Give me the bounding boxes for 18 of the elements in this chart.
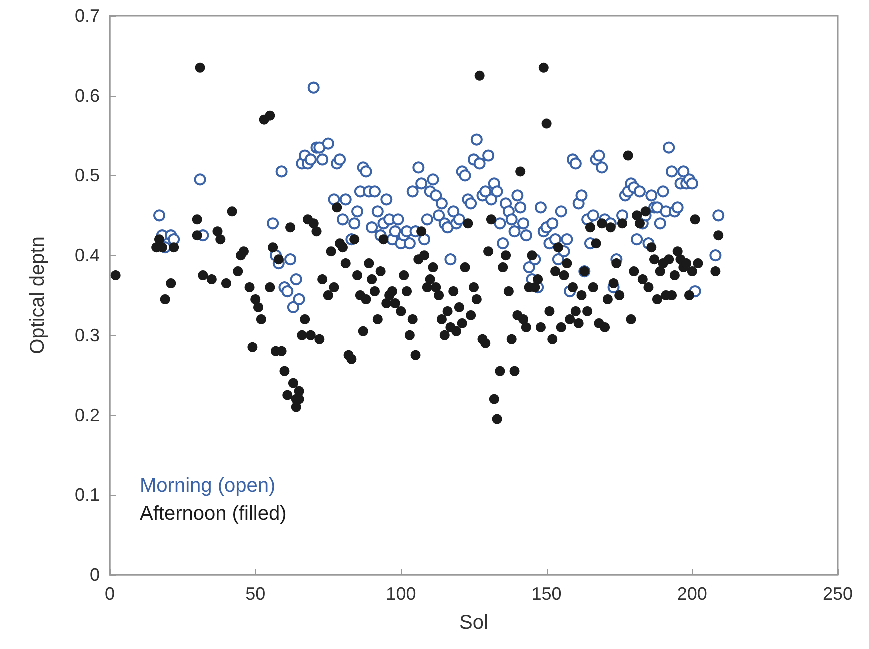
x-tick-label: 100 — [386, 584, 416, 604]
y-tick-label: 0.2 — [74, 405, 100, 426]
text: Afternoon (filled) — [140, 503, 287, 525]
y-tick-label: 0.1 — [74, 485, 100, 506]
y-tick-label: 0.6 — [74, 86, 100, 106]
x-tick-label: 50 — [246, 584, 266, 604]
x-tick-label: 200 — [677, 584, 708, 604]
x-tick-label: 250 — [822, 584, 854, 604]
x-tick-label: 0 — [104, 584, 116, 604]
y-tick-label: 0 — [90, 565, 100, 585]
y-tick-label: 0.7 — [74, 6, 100, 26]
y-tick-label: 0.4 — [74, 246, 100, 266]
x-axis-title: Sol — [460, 612, 488, 634]
y-axis-title: Optical deptn — [27, 236, 49, 354]
y-tick-label: 0.3 — [74, 325, 100, 346]
y-tick-label: 0.5 — [74, 166, 100, 186]
x-tick-label: 150 — [532, 584, 562, 604]
text: Morning (open) — [140, 475, 276, 497]
